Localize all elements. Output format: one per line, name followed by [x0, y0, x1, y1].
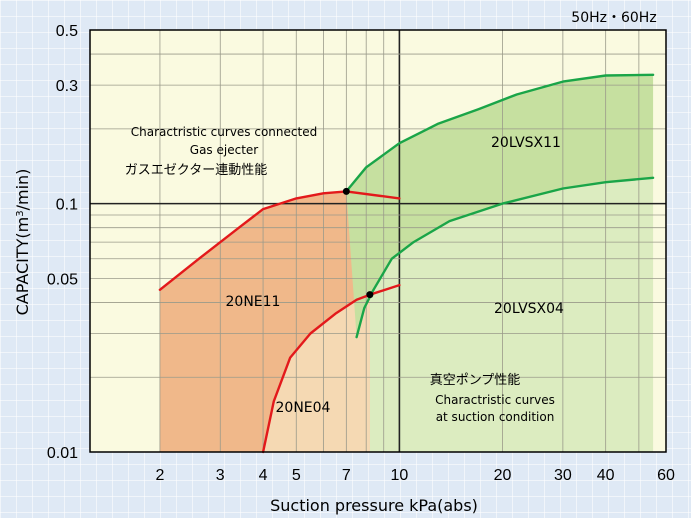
y-tick-labels: 0.5 0.3 0.1 0.05 0.01: [47, 23, 78, 462]
x-tick-label: 30: [554, 467, 572, 484]
y-tick-label: 0.05: [47, 271, 78, 288]
plot-areas: [159, 74, 654, 453]
x-tick-label: 7: [342, 467, 351, 484]
curve-20lvsx04: [355, 176, 655, 339]
x-tick-label: 2: [155, 467, 164, 484]
annotation-lvsx04: 20LVSX04: [494, 301, 564, 317]
annotation-pump-en-1: Charactristic curves: [435, 393, 555, 407]
x-tick-label: 4: [259, 467, 268, 484]
annotation-ejector-en-1: Charactristic curves connected: [131, 125, 317, 139]
annotation-pump-jp: 真空ポンプ性能: [430, 373, 521, 388]
annotation-ne04: 20NE04: [276, 400, 331, 416]
x-tick-labels: 2 3 4 5 7 10 20 30 40 60: [155, 467, 675, 484]
curve-20ne11: [158, 190, 348, 291]
y-axis-label-suffix: /min): [13, 169, 32, 211]
intersection-points: [342, 187, 374, 299]
annotation-ejector-en-2: Gas ejecter: [190, 143, 259, 157]
intersection-point: [342, 187, 350, 195]
curve-ne04-extension: [368, 283, 401, 296]
x-axis-label: Suction pressure kPa(abs): [270, 496, 478, 515]
y-axis-label-prefix: CAPACITY(m: [13, 217, 32, 316]
x-tick-label: 20: [494, 467, 512, 484]
annotation-ne11: 20NE11: [226, 294, 281, 310]
grid-lines: [90, 30, 666, 452]
x-tick-label: 5: [292, 467, 301, 484]
y-tick-label: 0.01: [47, 445, 78, 462]
curve-20ne04: [261, 293, 372, 454]
area-20ne04: [263, 294, 370, 452]
annotation-pump-en-2: at suction condition: [436, 410, 555, 424]
x-tick-label: 10: [391, 467, 409, 484]
intersection-point: [366, 291, 374, 299]
plot-frame: [89, 29, 667, 453]
y-tick-label: 0.3: [56, 78, 78, 95]
x-tick-label: 40: [597, 467, 615, 484]
area-20lvsx04: [369, 177, 654, 453]
y-axis-label: CAPACITY(m3/min): [13, 169, 32, 316]
curve-20lvsx11: [345, 73, 655, 193]
y-axis-label-sup: 3: [15, 210, 26, 216]
annotation-lvsx11: 20LVSX11: [491, 135, 561, 151]
x-tick-label: 3: [216, 467, 225, 484]
x-tick-label: 60: [657, 467, 675, 484]
annotation-ejector-jp: ガスエゼクター連動性能: [125, 163, 267, 178]
y-tick-label: 0.1: [56, 197, 78, 214]
curve-ne11-extension: [345, 190, 401, 200]
frequency-note: 50Hz・60Hz: [571, 10, 656, 26]
y-tick-label: 0.5: [56, 23, 78, 40]
series-curves: [158, 73, 655, 454]
area-20lvsx11: [346, 74, 654, 338]
